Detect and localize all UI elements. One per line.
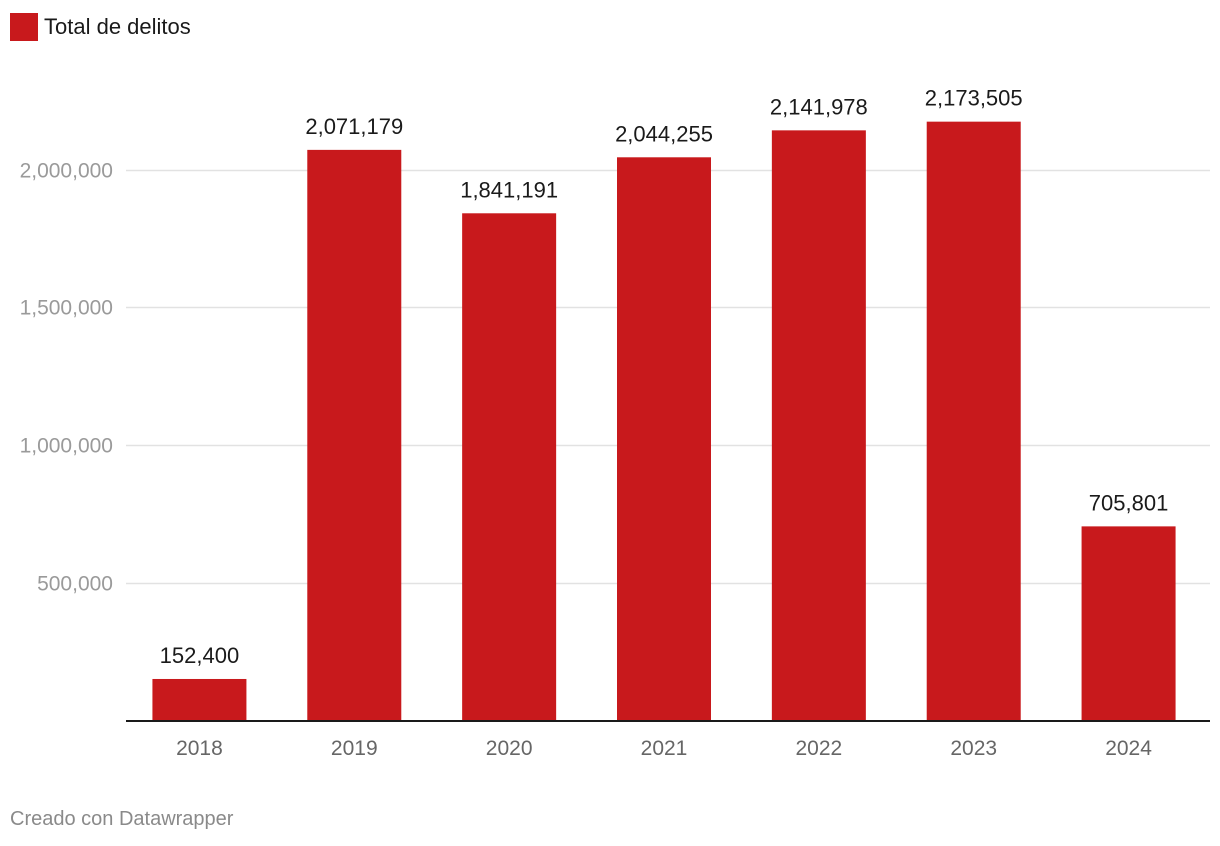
x-tick-label: 2019: [331, 737, 378, 760]
x-tick-label: 2022: [795, 737, 842, 760]
bar: [926, 121, 1021, 721]
bar: [771, 130, 866, 722]
y-tick-label: 2,000,000: [20, 160, 113, 183]
data-label: 1,841,191: [460, 177, 558, 202]
data-label: 2,141,978: [770, 94, 868, 119]
y-tick-label: 500,000: [37, 573, 113, 596]
bar: [617, 157, 711, 721]
data-label: 2,173,505: [925, 86, 1023, 111]
legend-label: Total de delitos: [44, 14, 191, 39]
x-tick-label: 2024: [1105, 737, 1152, 760]
legend-swatch: [10, 13, 38, 41]
x-tick-label: 2023: [950, 737, 997, 760]
x-tick-label: 2021: [641, 737, 688, 760]
data-label: 2,044,255: [615, 121, 713, 146]
x-tick-label: 2020: [486, 737, 533, 760]
y-tick-label: 1,000,000: [20, 435, 113, 458]
chart-legend: Total de delitos: [10, 13, 191, 41]
data-label: 152,400: [160, 643, 240, 668]
x-tick-label: 2018: [176, 737, 223, 760]
y-tick-label: 1,500,000: [20, 297, 113, 320]
data-label: 2,071,179: [305, 114, 403, 139]
bar: [152, 678, 247, 721]
data-label: 705,801: [1089, 490, 1169, 515]
bar: [307, 149, 402, 722]
footer-credit: Creado con Datawrapper: [10, 808, 234, 830]
bar: [1081, 526, 1176, 721]
bar: [462, 213, 557, 722]
